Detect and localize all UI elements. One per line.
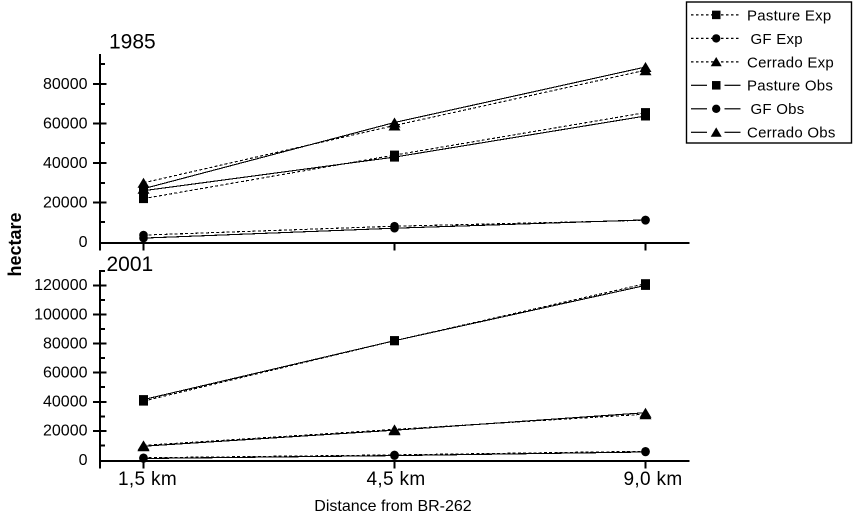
- svg-text:9,0 km: 9,0 km: [623, 469, 682, 490]
- svg-text:100000: 100000: [34, 306, 87, 323]
- svg-text:GF Exp: GF Exp: [751, 31, 803, 48]
- svg-text:Cerrado Obs: Cerrado Obs: [747, 125, 836, 142]
- svg-text:60000: 60000: [43, 365, 88, 382]
- svg-text:GF Obs: GF Obs: [751, 101, 805, 118]
- svg-text:0: 0: [79, 452, 88, 469]
- svg-text:0: 0: [79, 234, 88, 251]
- svg-text:1,5 km: 1,5 km: [118, 469, 177, 490]
- svg-text:1985: 1985: [109, 31, 156, 54]
- svg-text:80000: 80000: [43, 76, 88, 93]
- svg-text:4,5 km: 4,5 km: [366, 469, 425, 490]
- svg-text:Pasture Obs: Pasture Obs: [747, 78, 833, 95]
- svg-text:40000: 40000: [43, 394, 88, 411]
- svg-text:2001: 2001: [107, 253, 154, 276]
- svg-text:hectare: hectare: [5, 212, 25, 276]
- svg-text:40000: 40000: [43, 155, 88, 172]
- svg-text:Pasture Exp: Pasture Exp: [747, 7, 831, 24]
- svg-text:Cerrado Exp: Cerrado Exp: [747, 54, 834, 71]
- svg-text:Distance from BR-262: Distance from BR-262: [314, 498, 471, 515]
- svg-text:80000: 80000: [43, 335, 88, 352]
- svg-text:60000: 60000: [43, 115, 88, 132]
- svg-text:120000: 120000: [34, 277, 87, 294]
- svg-text:20000: 20000: [43, 423, 88, 440]
- svg-text:20000: 20000: [43, 194, 88, 211]
